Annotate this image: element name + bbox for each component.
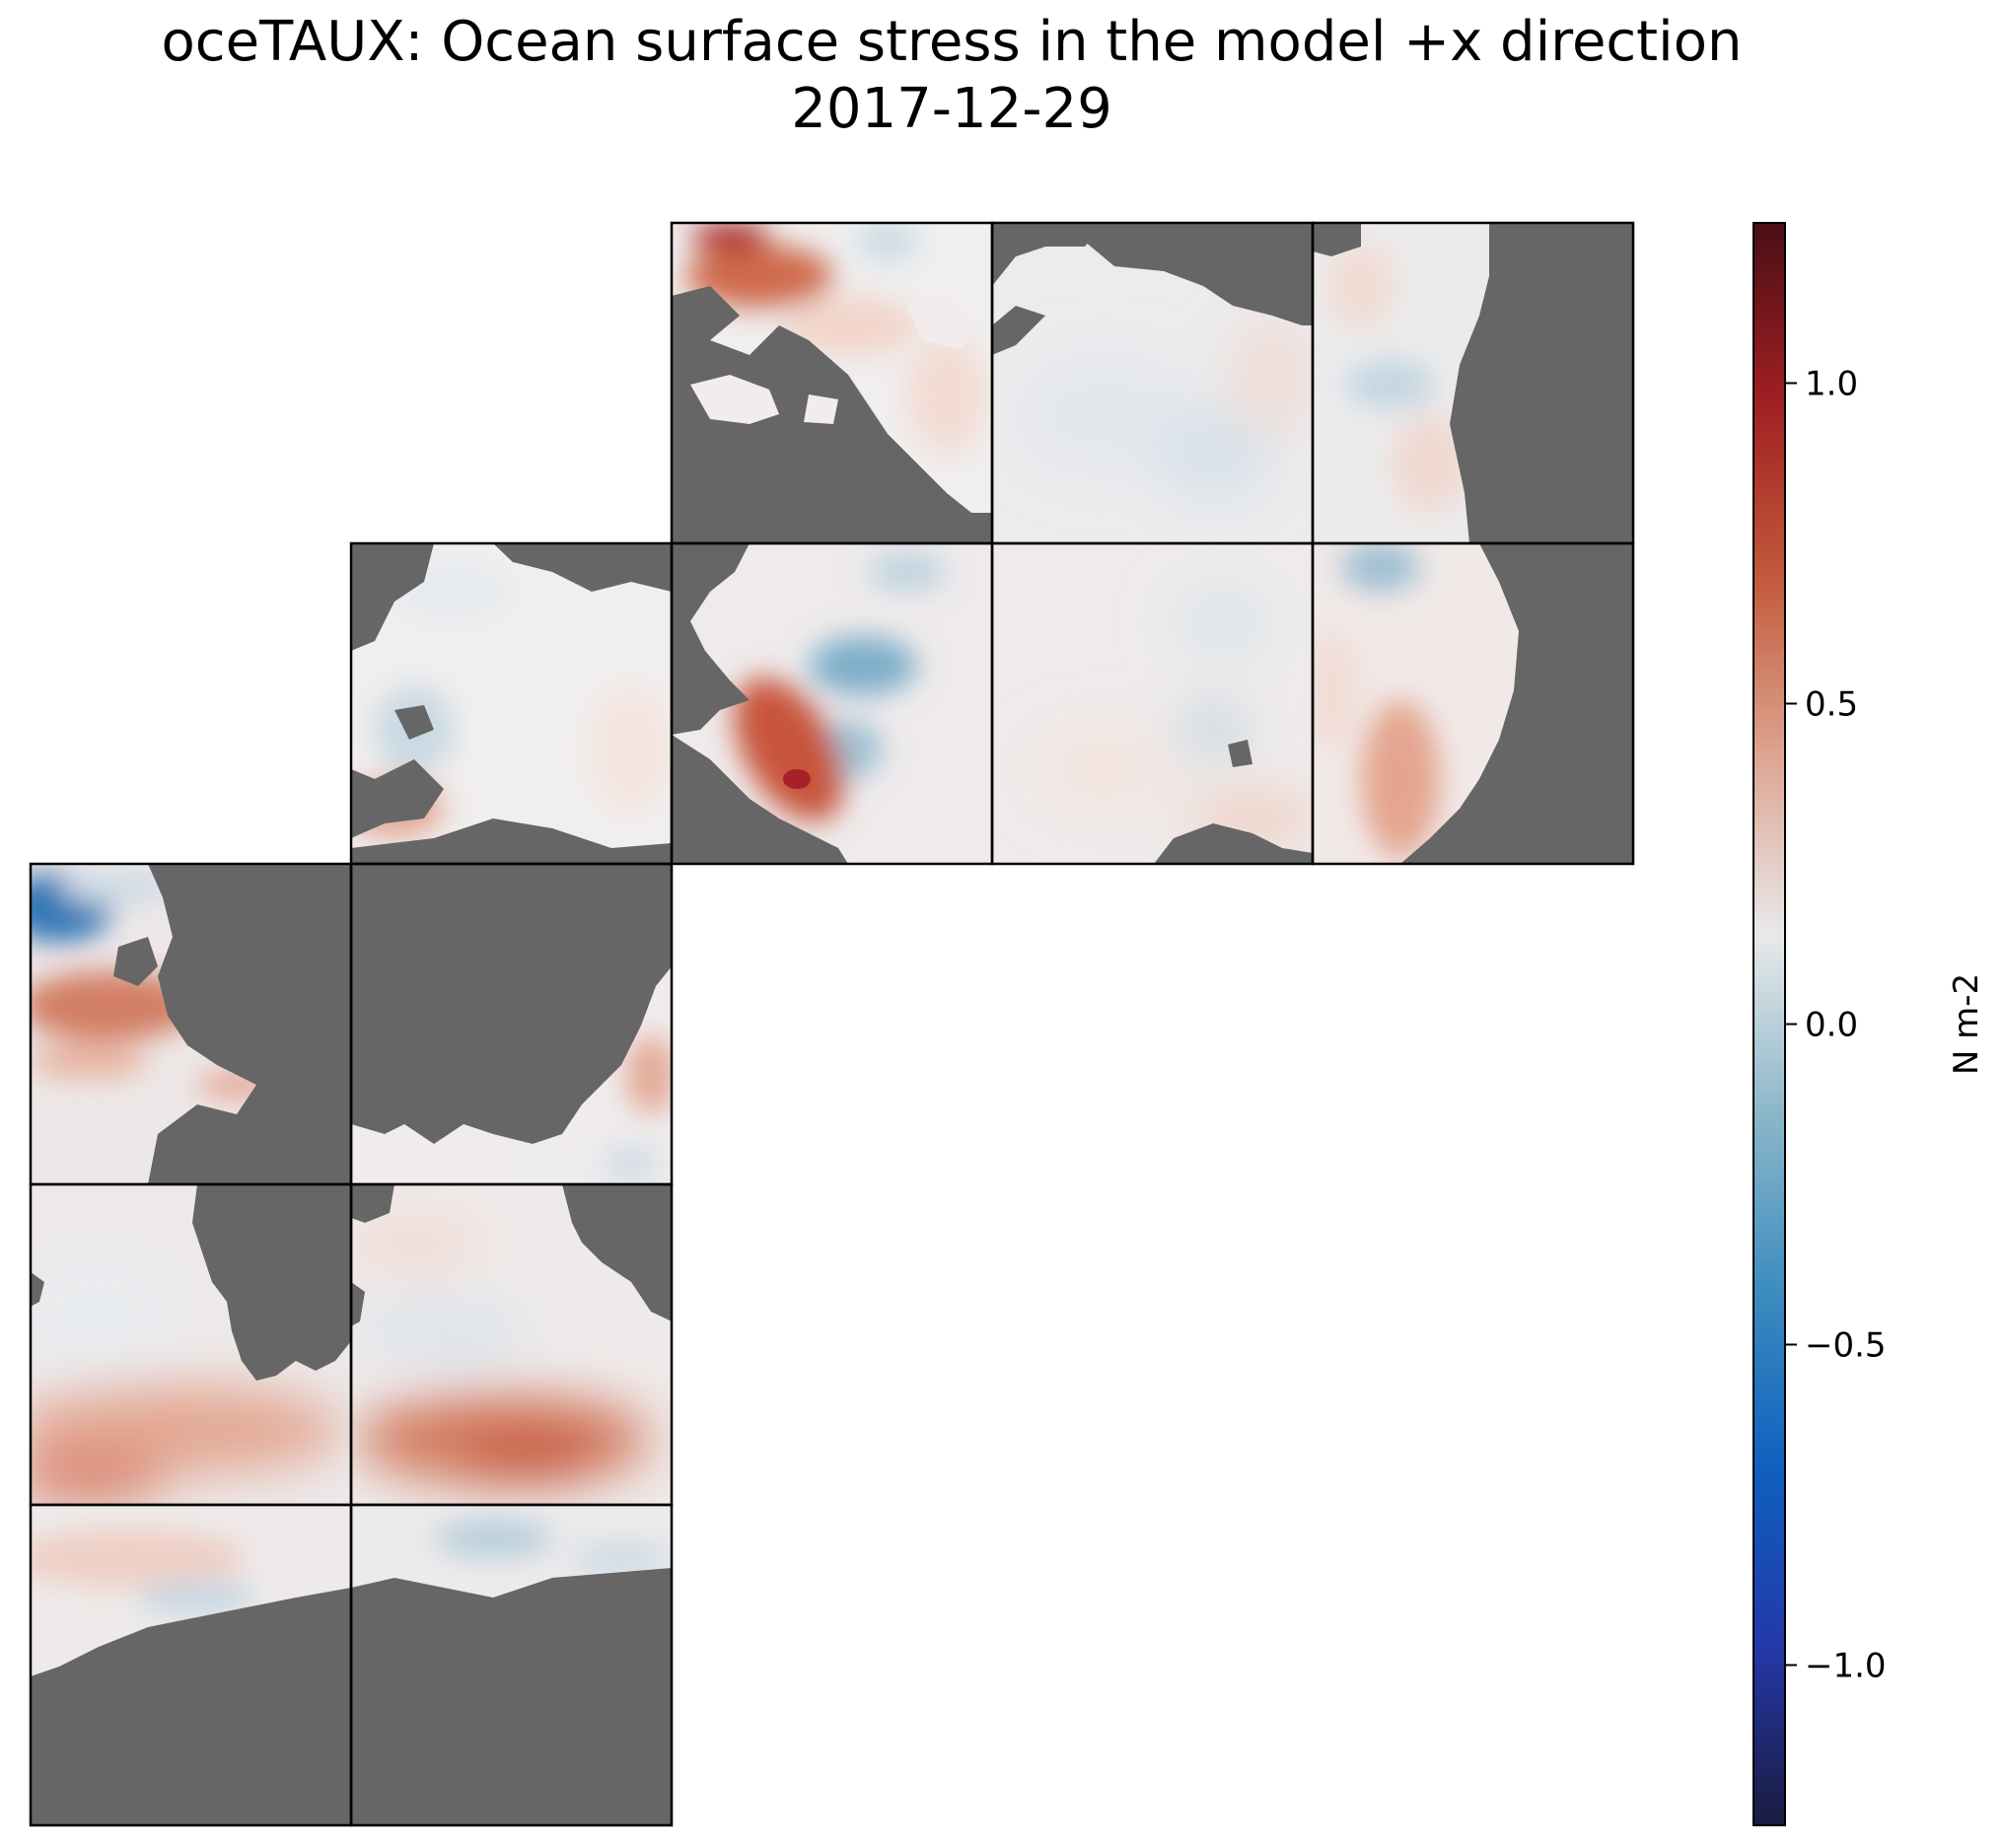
colorbar-label: N m-2 [1947, 973, 1986, 1075]
colorbar-ticks: 1.0 0.5 0.0 −0.5 −1.0 [1785, 365, 1887, 1686]
chart-title-date: 2017-12-29 [791, 77, 1112, 141]
chart-title-main: oceTAUX: Ocean surface stress in the mod… [161, 10, 1743, 74]
map-tile [1313, 223, 1633, 543]
colorbar-tick-label: −0.5 [1805, 1326, 1887, 1366]
map-tile [672, 223, 992, 543]
map-tile [1313, 543, 1633, 864]
map-tile [992, 543, 1313, 864]
colorbar-tick-label: −1.0 [1805, 1647, 1887, 1686]
llc-tile-map [29, 221, 1635, 1827]
map-tile [31, 864, 351, 1184]
map-tile [31, 1184, 351, 1505]
map-tile [31, 1505, 351, 1825]
map-tile [992, 223, 1313, 543]
map-tile [351, 1505, 672, 1825]
colorbar-tick-label: 1.0 [1805, 365, 1858, 404]
tile-grid-lines [29, 221, 1635, 1827]
map-tile [351, 864, 672, 1184]
colorbar-tick-label: 0.0 [1805, 1006, 1858, 1045]
colorbar-tick-label: 0.5 [1805, 685, 1858, 725]
colorbar-gradient [1753, 222, 1786, 1826]
map-tile [672, 543, 992, 864]
map-tile [351, 1184, 672, 1505]
map-tile [351, 543, 672, 864]
